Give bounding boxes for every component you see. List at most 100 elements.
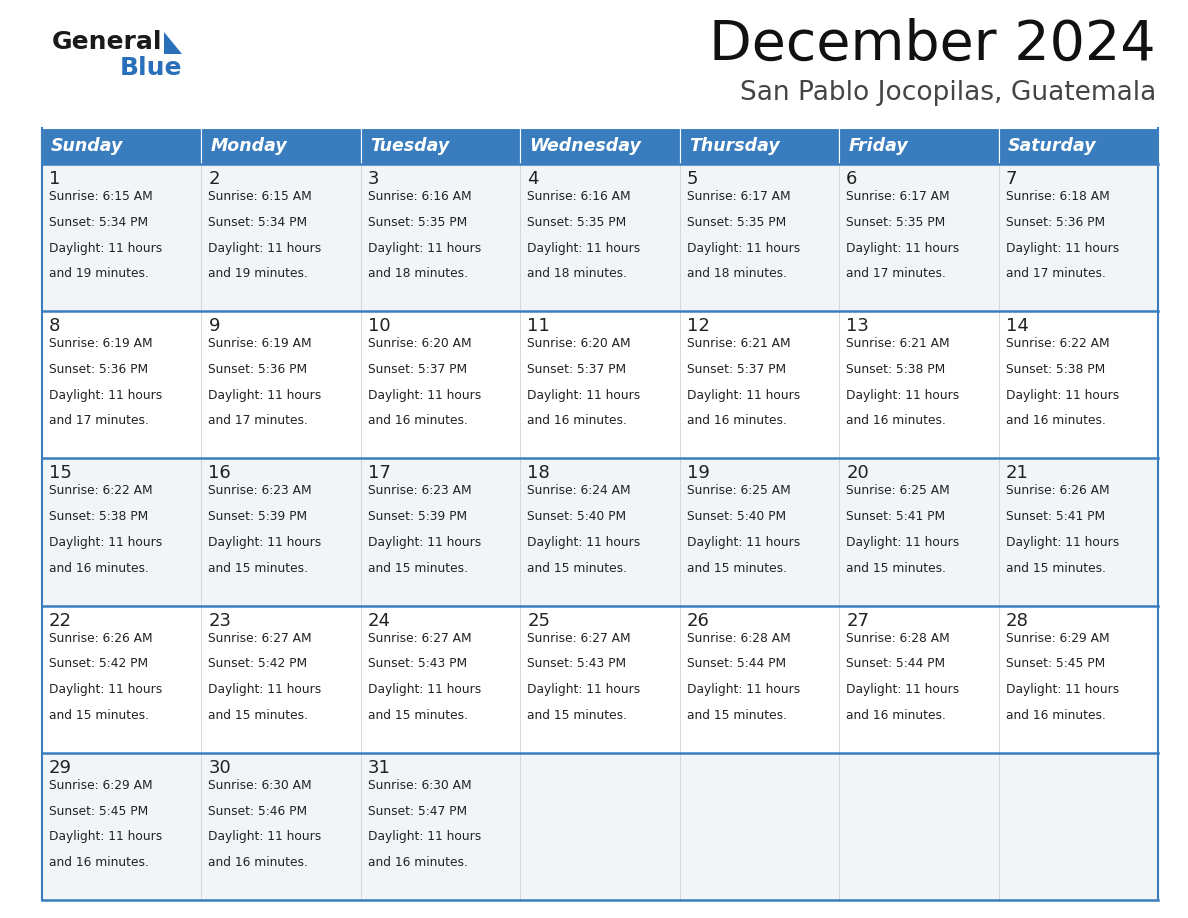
Text: Daylight: 11 hours: Daylight: 11 hours — [49, 388, 163, 402]
Text: Sunrise: 6:22 AM: Sunrise: 6:22 AM — [1005, 337, 1110, 350]
Text: Sunrise: 6:27 AM: Sunrise: 6:27 AM — [208, 632, 312, 644]
Text: Sunrise: 6:16 AM: Sunrise: 6:16 AM — [527, 190, 631, 203]
Bar — [680, 753, 839, 900]
Bar — [361, 753, 520, 900]
Bar — [202, 753, 361, 900]
Text: 6: 6 — [846, 170, 858, 188]
Bar — [42, 753, 202, 900]
Text: Sunrise: 6:15 AM: Sunrise: 6:15 AM — [49, 190, 153, 203]
Text: Sunset: 5:36 PM: Sunset: 5:36 PM — [49, 363, 148, 376]
Text: Sunrise: 6:21 AM: Sunrise: 6:21 AM — [846, 337, 949, 350]
Text: and 16 minutes.: and 16 minutes. — [49, 856, 148, 869]
Text: Daylight: 11 hours: Daylight: 11 hours — [208, 683, 322, 696]
Bar — [520, 311, 680, 458]
Text: Sunset: 5:38 PM: Sunset: 5:38 PM — [846, 363, 946, 376]
Text: Sunset: 5:37 PM: Sunset: 5:37 PM — [368, 363, 467, 376]
Bar — [202, 311, 361, 458]
Bar — [839, 753, 999, 900]
Text: 3: 3 — [368, 170, 379, 188]
Text: General: General — [52, 30, 163, 54]
Text: and 15 minutes.: and 15 minutes. — [527, 709, 627, 722]
Text: 18: 18 — [527, 465, 550, 482]
Text: Daylight: 11 hours: Daylight: 11 hours — [49, 241, 163, 254]
Text: and 15 minutes.: and 15 minutes. — [208, 562, 309, 575]
Text: Sunset: 5:40 PM: Sunset: 5:40 PM — [687, 510, 785, 523]
Text: 15: 15 — [49, 465, 72, 482]
Bar — [202, 164, 361, 311]
Bar — [520, 606, 680, 753]
Text: Sunrise: 6:29 AM: Sunrise: 6:29 AM — [1005, 632, 1110, 644]
Text: Sunrise: 6:19 AM: Sunrise: 6:19 AM — [49, 337, 152, 350]
Text: Sunset: 5:35 PM: Sunset: 5:35 PM — [527, 216, 626, 229]
Text: and 15 minutes.: and 15 minutes. — [368, 709, 468, 722]
Bar — [361, 458, 520, 606]
Text: and 19 minutes.: and 19 minutes. — [49, 267, 148, 280]
Bar — [839, 128, 999, 164]
Bar — [999, 164, 1158, 311]
Text: and 17 minutes.: and 17 minutes. — [1005, 267, 1106, 280]
Text: Daylight: 11 hours: Daylight: 11 hours — [208, 241, 322, 254]
Text: December 2024: December 2024 — [709, 18, 1156, 72]
Text: Friday: Friday — [848, 137, 908, 155]
Text: Sunrise: 6:27 AM: Sunrise: 6:27 AM — [368, 632, 472, 644]
Text: and 16 minutes.: and 16 minutes. — [208, 856, 309, 869]
Text: Sunset: 5:35 PM: Sunset: 5:35 PM — [846, 216, 946, 229]
Text: Sunset: 5:39 PM: Sunset: 5:39 PM — [208, 510, 308, 523]
Text: Sunset: 5:37 PM: Sunset: 5:37 PM — [687, 363, 785, 376]
Text: Sunset: 5:40 PM: Sunset: 5:40 PM — [527, 510, 626, 523]
Text: Tuesday: Tuesday — [369, 137, 449, 155]
Text: Sunset: 5:47 PM: Sunset: 5:47 PM — [368, 804, 467, 818]
Text: Sunrise: 6:15 AM: Sunrise: 6:15 AM — [208, 190, 312, 203]
Text: Sunset: 5:36 PM: Sunset: 5:36 PM — [1005, 216, 1105, 229]
Bar — [999, 458, 1158, 606]
Text: and 19 minutes.: and 19 minutes. — [208, 267, 309, 280]
Text: Sunday: Sunday — [51, 137, 124, 155]
Text: and 17 minutes.: and 17 minutes. — [208, 415, 309, 428]
Text: Sunrise: 6:23 AM: Sunrise: 6:23 AM — [368, 485, 472, 498]
Text: 2: 2 — [208, 170, 220, 188]
Text: 26: 26 — [687, 611, 709, 630]
Text: Daylight: 11 hours: Daylight: 11 hours — [687, 241, 800, 254]
Text: Daylight: 11 hours: Daylight: 11 hours — [208, 830, 322, 844]
Text: Daylight: 11 hours: Daylight: 11 hours — [208, 536, 322, 549]
Text: Sunrise: 6:26 AM: Sunrise: 6:26 AM — [1005, 485, 1110, 498]
Text: 9: 9 — [208, 318, 220, 335]
Text: 20: 20 — [846, 465, 868, 482]
Text: Sunset: 5:42 PM: Sunset: 5:42 PM — [208, 657, 308, 670]
Text: Sunrise: 6:30 AM: Sunrise: 6:30 AM — [208, 778, 312, 792]
Bar — [520, 753, 680, 900]
Text: 4: 4 — [527, 170, 539, 188]
Text: 12: 12 — [687, 318, 709, 335]
Text: and 18 minutes.: and 18 minutes. — [368, 267, 468, 280]
Bar — [520, 164, 680, 311]
Text: Sunset: 5:41 PM: Sunset: 5:41 PM — [846, 510, 946, 523]
Text: 16: 16 — [208, 465, 232, 482]
Bar — [42, 458, 202, 606]
Text: and 17 minutes.: and 17 minutes. — [846, 267, 946, 280]
Text: Sunrise: 6:16 AM: Sunrise: 6:16 AM — [368, 190, 472, 203]
Text: Daylight: 11 hours: Daylight: 11 hours — [1005, 241, 1119, 254]
Text: Daylight: 11 hours: Daylight: 11 hours — [527, 388, 640, 402]
Text: and 15 minutes.: and 15 minutes. — [49, 709, 148, 722]
Text: 10: 10 — [368, 318, 391, 335]
Text: 7: 7 — [1005, 170, 1017, 188]
Text: Sunrise: 6:19 AM: Sunrise: 6:19 AM — [208, 337, 312, 350]
Text: 13: 13 — [846, 318, 868, 335]
Text: Daylight: 11 hours: Daylight: 11 hours — [846, 388, 960, 402]
Text: Sunset: 5:45 PM: Sunset: 5:45 PM — [49, 804, 148, 818]
Text: Daylight: 11 hours: Daylight: 11 hours — [527, 683, 640, 696]
Text: 21: 21 — [1005, 465, 1029, 482]
Text: Daylight: 11 hours: Daylight: 11 hours — [846, 241, 960, 254]
Text: Daylight: 11 hours: Daylight: 11 hours — [368, 241, 481, 254]
Text: Sunset: 5:42 PM: Sunset: 5:42 PM — [49, 657, 148, 670]
Text: 27: 27 — [846, 611, 870, 630]
Text: Sunset: 5:41 PM: Sunset: 5:41 PM — [1005, 510, 1105, 523]
Bar — [361, 606, 520, 753]
Text: Sunrise: 6:26 AM: Sunrise: 6:26 AM — [49, 632, 152, 644]
Text: Daylight: 11 hours: Daylight: 11 hours — [368, 830, 481, 844]
Text: 31: 31 — [368, 759, 391, 777]
Text: Sunrise: 6:27 AM: Sunrise: 6:27 AM — [527, 632, 631, 644]
Text: and 17 minutes.: and 17 minutes. — [49, 415, 148, 428]
Text: Daylight: 11 hours: Daylight: 11 hours — [1005, 388, 1119, 402]
Text: and 15 minutes.: and 15 minutes. — [527, 562, 627, 575]
